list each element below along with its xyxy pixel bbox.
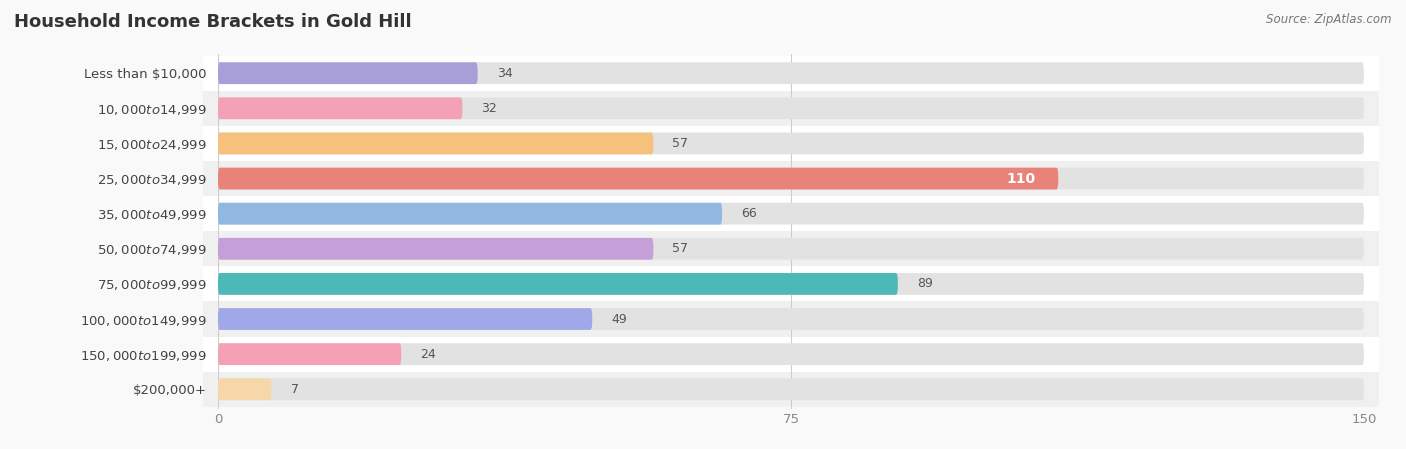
FancyBboxPatch shape bbox=[218, 167, 1364, 189]
FancyBboxPatch shape bbox=[218, 273, 1364, 295]
Text: 34: 34 bbox=[496, 67, 513, 79]
FancyBboxPatch shape bbox=[218, 97, 1364, 119]
FancyBboxPatch shape bbox=[218, 308, 1364, 330]
FancyBboxPatch shape bbox=[202, 56, 1379, 91]
FancyBboxPatch shape bbox=[202, 266, 1379, 301]
FancyBboxPatch shape bbox=[218, 343, 401, 365]
Text: 110: 110 bbox=[1007, 172, 1035, 185]
FancyBboxPatch shape bbox=[218, 238, 654, 260]
Text: 24: 24 bbox=[420, 348, 436, 361]
FancyBboxPatch shape bbox=[218, 308, 592, 330]
FancyBboxPatch shape bbox=[218, 97, 463, 119]
FancyBboxPatch shape bbox=[218, 379, 271, 400]
Text: Household Income Brackets in Gold Hill: Household Income Brackets in Gold Hill bbox=[14, 13, 412, 31]
FancyBboxPatch shape bbox=[202, 196, 1379, 231]
Text: Source: ZipAtlas.com: Source: ZipAtlas.com bbox=[1267, 13, 1392, 26]
FancyBboxPatch shape bbox=[218, 343, 1364, 365]
FancyBboxPatch shape bbox=[218, 132, 1364, 154]
FancyBboxPatch shape bbox=[218, 62, 1364, 84]
FancyBboxPatch shape bbox=[202, 91, 1379, 126]
FancyBboxPatch shape bbox=[202, 126, 1379, 161]
Text: 49: 49 bbox=[612, 313, 627, 326]
FancyBboxPatch shape bbox=[202, 231, 1379, 266]
FancyBboxPatch shape bbox=[218, 62, 478, 84]
FancyBboxPatch shape bbox=[218, 203, 723, 224]
FancyBboxPatch shape bbox=[218, 238, 1364, 260]
FancyBboxPatch shape bbox=[218, 273, 898, 295]
FancyBboxPatch shape bbox=[218, 167, 1059, 189]
FancyBboxPatch shape bbox=[218, 132, 654, 154]
FancyBboxPatch shape bbox=[202, 301, 1379, 337]
FancyBboxPatch shape bbox=[202, 337, 1379, 372]
FancyBboxPatch shape bbox=[218, 203, 1364, 224]
Text: 66: 66 bbox=[741, 207, 756, 220]
Text: 32: 32 bbox=[481, 102, 498, 115]
Text: 7: 7 bbox=[291, 383, 298, 396]
FancyBboxPatch shape bbox=[202, 161, 1379, 196]
Text: 57: 57 bbox=[672, 242, 689, 255]
Text: 57: 57 bbox=[672, 137, 689, 150]
Text: 89: 89 bbox=[917, 277, 932, 291]
FancyBboxPatch shape bbox=[218, 379, 1364, 400]
FancyBboxPatch shape bbox=[202, 372, 1379, 407]
